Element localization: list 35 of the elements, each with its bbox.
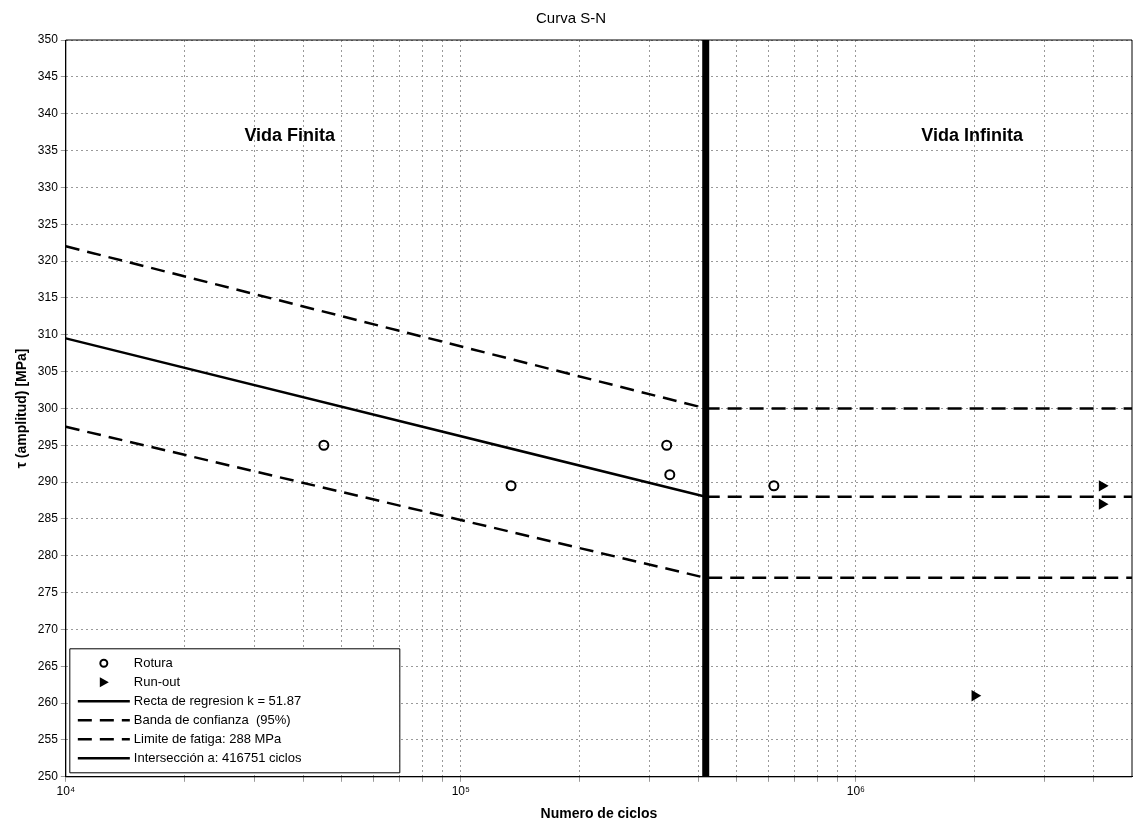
y-tick-label: 265 xyxy=(37,658,59,673)
legend-label: Recta de regresion k = 51.87 xyxy=(133,692,302,708)
y-tick-label: 315 xyxy=(37,290,59,305)
y-tick-label: 320 xyxy=(37,253,59,268)
legend-label: Banda de confianza (95%) xyxy=(133,711,291,727)
x-tick-label: 10⁴ xyxy=(56,784,76,799)
y-tick-label: 250 xyxy=(37,769,59,784)
y-tick-label: 340 xyxy=(37,105,59,120)
chart-title: Curva S-N xyxy=(535,9,607,27)
y-tick-label: 300 xyxy=(37,400,59,415)
y-tick-label: 330 xyxy=(37,179,59,194)
annotation: Vida Finita xyxy=(244,124,337,145)
y-tick-label: 350 xyxy=(37,32,59,47)
legend-label: Rotura xyxy=(133,654,174,670)
y-tick-label: 260 xyxy=(37,695,59,710)
x-axis-title: Numero de ciclos xyxy=(540,805,658,822)
y-tick-label: 270 xyxy=(37,621,59,636)
y-tick-label: 255 xyxy=(37,732,59,747)
annotation: Vida Infinita xyxy=(921,124,1024,145)
y-tick-label: 310 xyxy=(37,327,59,342)
legend-label: Limite de fatiga: 288 MPa xyxy=(133,730,283,746)
y-tick-label: 345 xyxy=(37,69,59,84)
y-tick-label: 335 xyxy=(37,142,59,157)
y-tick-label: 285 xyxy=(37,511,59,526)
y-tick-label: 305 xyxy=(37,363,59,378)
y-tick-label: 275 xyxy=(37,584,59,599)
y-tick-label: 325 xyxy=(37,216,59,231)
y-tick-label: 280 xyxy=(37,548,59,563)
y-tick-label: 290 xyxy=(37,474,59,489)
legend-label: Intersección a: 416751 ciclos xyxy=(133,749,302,765)
y-axis-title: τ (amplitud) [MPa] xyxy=(13,348,30,469)
x-tick-label: 10⁶ xyxy=(846,784,866,799)
x-tick-label: 10⁵ xyxy=(451,784,471,799)
y-tick-label: 295 xyxy=(37,437,59,452)
legend-label: Run-out xyxy=(133,673,181,689)
